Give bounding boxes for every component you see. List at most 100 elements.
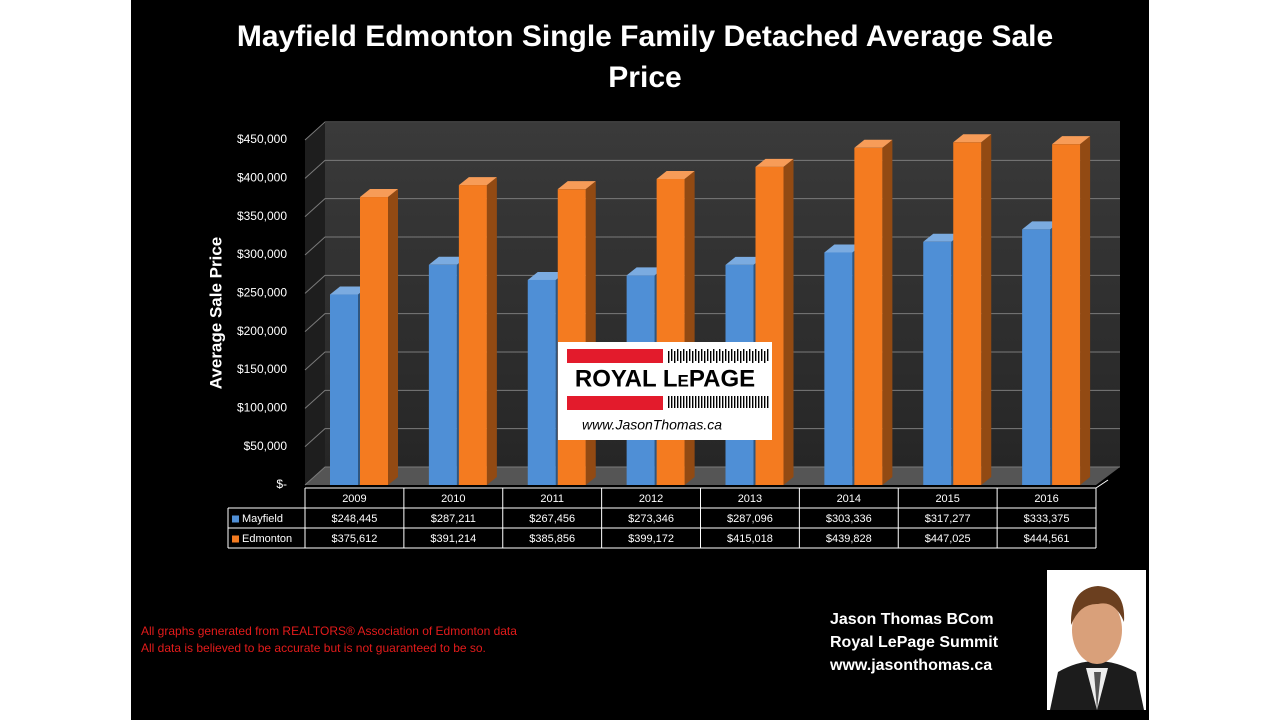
barcode-stroke: [767, 396, 769, 408]
barcode-stroke: [716, 396, 718, 408]
bar: [458, 177, 497, 485]
barcode-stroke: [674, 396, 676, 408]
bar-front: [923, 241, 952, 485]
bar-front: [854, 147, 883, 486]
bar-top: [1052, 136, 1091, 145]
logo: ROYAL LePAGE www.JasonThomas.ca: [558, 342, 772, 440]
barcode-stroke: [674, 351, 676, 363]
barcode-stroke: [746, 396, 748, 408]
barcode-stroke: [692, 396, 694, 408]
legend-swatch: [232, 515, 239, 523]
bar-top: [1022, 221, 1061, 230]
barcode-stroke: [692, 351, 694, 363]
barcode-stroke: [698, 396, 700, 408]
barcode-stroke: [671, 349, 673, 361]
barcode-stroke: [671, 396, 673, 408]
data-label: $248,445: [331, 513, 377, 525]
data-label: $273,346: [628, 513, 674, 525]
bar-top: [953, 134, 992, 143]
bar-front: [1022, 229, 1051, 485]
bar: [360, 189, 398, 485]
bar-side: [388, 189, 398, 485]
bar-top: [557, 181, 596, 190]
barcode-stroke: [740, 351, 742, 363]
barcode-stroke: [743, 349, 745, 361]
bar-front: [527, 279, 556, 485]
y-tick-label: $300,000: [237, 247, 287, 261]
legend-label: Edmonton: [242, 533, 292, 545]
barcode-stroke: [722, 351, 724, 363]
barcode-stroke: [731, 349, 733, 361]
grid-line: [304, 121, 1120, 141]
barcode-stroke: [752, 351, 754, 363]
barcode-stroke: [764, 396, 766, 408]
barcode-stroke: [668, 351, 670, 363]
bar-side: [882, 139, 893, 486]
photo-face: [1072, 596, 1122, 664]
x-tick-label: 2011: [540, 493, 564, 505]
x-tick-label: 2012: [639, 493, 663, 505]
bar-top: [458, 177, 497, 186]
y-tick-label: $200,000: [237, 324, 287, 338]
y-tick-label: $50,000: [244, 439, 288, 453]
barcode-stroke: [683, 349, 685, 361]
data-label: $375,612: [331, 533, 377, 545]
data-label: $385,856: [529, 533, 575, 545]
data-label: $267,456: [529, 513, 575, 525]
logo-brand: ROYAL LePAGE: [575, 365, 755, 392]
bar: [1052, 136, 1091, 485]
barcode-stroke: [677, 396, 679, 408]
legend-swatch: [232, 535, 239, 543]
barcode-stroke: [683, 396, 685, 408]
bar-front: [1052, 144, 1081, 485]
contact-line: Royal LePage Summit: [830, 634, 999, 651]
data-label: $287,096: [727, 513, 773, 525]
data-table: 2009 2010 2011 2012 2013 2014 2015 2016 Mayfield…: [227, 479, 1109, 549]
bar: [854, 139, 893, 486]
bar-side: [981, 134, 992, 486]
barcode-stroke: [755, 396, 757, 408]
barcode-stroke: [737, 396, 739, 408]
data-label: $391,214: [430, 533, 476, 545]
barcode-stroke: [725, 396, 727, 408]
barcode-stroke: [707, 349, 709, 361]
data-label: $399,172: [628, 533, 674, 545]
legend-label: Mayfield: [242, 513, 283, 525]
bar-side: [486, 177, 497, 485]
barcode-stroke: [698, 351, 700, 363]
bar-side: [1080, 136, 1091, 485]
barcode-stroke: [710, 351, 712, 363]
x-tick-label: 2016: [1034, 493, 1058, 505]
barcode-stroke: [749, 396, 751, 408]
data-label: $317,277: [925, 513, 971, 525]
bar-front: [824, 252, 853, 485]
barcode-stroke: [695, 396, 697, 408]
data-label: $444,561: [1024, 533, 1070, 545]
barcode-stroke: [731, 396, 733, 408]
bar-top: [656, 170, 695, 179]
barcode-stroke: [668, 396, 670, 408]
logo-barcode: [668, 349, 769, 408]
floor: [305, 467, 1120, 485]
barcode-stroke: [734, 351, 736, 363]
barcode-stroke: [695, 349, 697, 361]
barcode-stroke: [701, 349, 703, 361]
barcode-stroke: [749, 349, 751, 361]
bar-top: [923, 233, 962, 242]
y-tick-label: $350,000: [237, 209, 287, 223]
footnote: All data is believed to be accurate but …: [141, 641, 486, 655]
contact-line: Jason Thomas BCom: [830, 611, 994, 628]
y-tick-label: $100,000: [237, 401, 287, 415]
photo: [1047, 570, 1146, 710]
barcode-stroke: [704, 351, 706, 363]
barcode-stroke: [707, 396, 709, 408]
chart-title: Mayfield Edmonton Single Family Detached…: [236, 20, 1054, 94]
barcode-stroke: [764, 351, 766, 363]
barcode-stroke: [713, 349, 715, 361]
bar-side: [783, 158, 794, 486]
bar-front: [330, 294, 358, 485]
bar-front: [953, 142, 982, 486]
data-label: $333,375: [1024, 513, 1070, 525]
barcode-stroke: [680, 396, 682, 408]
